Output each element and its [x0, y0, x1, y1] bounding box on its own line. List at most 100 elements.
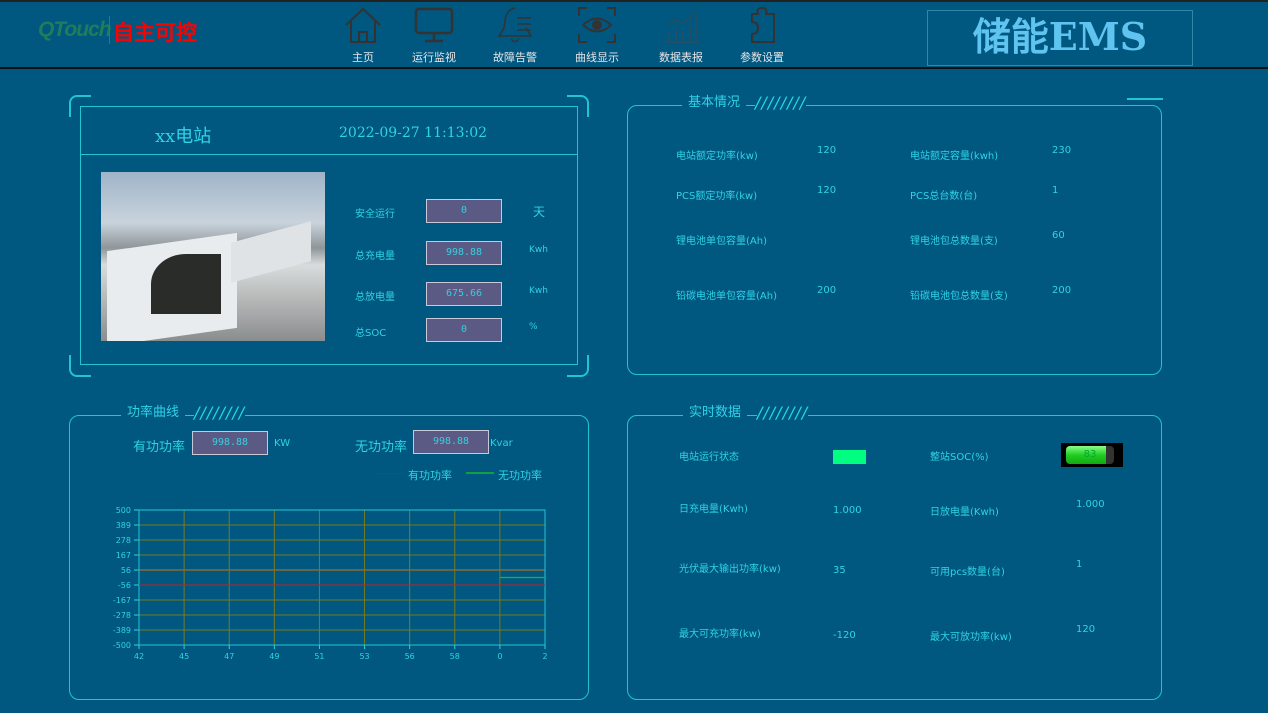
basic-item-value: 120 — [817, 185, 837, 196]
realtime-title: 实时数据 — [683, 401, 748, 420]
monitor-icon — [414, 7, 454, 43]
realtime-item-label: 日充电量(Kwh) — [679, 504, 748, 515]
nav-label: 数据表报 — [659, 51, 703, 64]
soc-value: 83 — [1083, 449, 1097, 460]
realtime-item-value: 35 — [833, 565, 846, 576]
title-decoration: //////// — [755, 93, 807, 112]
reactive-power-unit: Kvar — [490, 438, 513, 449]
nav-alarm[interactable]: 故障告警 — [480, 6, 550, 65]
basic-title: 基本情况 — [682, 91, 747, 110]
y-tick-label: -278 — [113, 611, 131, 620]
divider — [80, 154, 578, 155]
realtime-item-value: 1 — [1076, 559, 1083, 570]
x-tick-label: 51 — [314, 652, 324, 661]
basic-item-value: 60 — [1052, 230, 1065, 241]
y-tick-label: 56 — [121, 566, 131, 575]
basic-item-label: 铅碳电池单包容量(Ah) — [676, 291, 777, 302]
station-row-unit: % — [529, 322, 538, 332]
corner-decoration — [567, 95, 589, 117]
basic-item-label: PCS总台数(台) — [910, 191, 978, 202]
x-tick-label: 47 — [224, 652, 234, 661]
station-row-value: 998.88 — [426, 241, 502, 265]
station-row-value: 675.66 — [426, 282, 502, 306]
station-row-unit: Kwh — [529, 245, 548, 255]
status-indicator — [833, 450, 866, 464]
x-tick-label: 2 — [542, 652, 547, 661]
plot-border — [138, 509, 546, 646]
nav-label: 曲线显示 — [575, 51, 619, 64]
basic-info-panel: 基本情况 //////// 电站额定功率(kw) 120 电站额定容量(kwh) 23… — [627, 91, 1163, 375]
logo-tag: 自主可控 — [113, 22, 197, 45]
realtime-item-value: 1.000 — [1076, 499, 1105, 510]
realtime-item-value: 1.000 — [833, 505, 862, 516]
y-tick-label: 167 — [116, 551, 131, 560]
soc-label: 整站SOC(%) — [930, 452, 989, 463]
logo-brand: QTouch — [38, 18, 112, 41]
nav-settings[interactable]: 参数设置 — [727, 6, 797, 65]
station-row-unit: Kwh — [529, 286, 548, 296]
realtime-item-label: 最大可充功率(kw) — [679, 629, 761, 640]
basic-item-value: 1 — [1052, 185, 1059, 196]
app-title: 储能EMS — [927, 10, 1193, 66]
y-tick-label: 389 — [116, 521, 131, 530]
reactive-power-label: 无功功率 — [355, 440, 408, 455]
eye-icon — [578, 7, 616, 43]
station-name: xx电站 — [155, 126, 212, 147]
corner-decoration — [567, 355, 589, 377]
x-tick-label: 53 — [359, 652, 369, 661]
basic-item-label: 电站额定功率(kw) — [676, 151, 758, 162]
nav-label: 参数设置 — [740, 51, 784, 64]
basic-item-value: 200 — [1052, 285, 1072, 296]
station-row-value: 0 — [426, 199, 502, 223]
station-row-label: 总SOC — [355, 328, 387, 339]
active-power-value: 998.88 — [192, 431, 268, 455]
chart-icon — [665, 11, 699, 43]
y-tick-label: 278 — [116, 536, 131, 545]
realtime-item-label: 最大可放功率(kw) — [930, 632, 1012, 643]
x-tick-label: 42 — [134, 652, 144, 661]
puzzle-icon — [751, 6, 775, 43]
basic-item-label: 锂电池包总数量(支) — [910, 236, 998, 247]
nav-label: 运行监视 — [412, 51, 456, 64]
nav-curve[interactable]: 曲线显示 — [562, 6, 632, 65]
basic-item-label: 铅碳电池包总数量(支) — [910, 291, 1008, 302]
active-power-label: 有功功率 — [133, 440, 186, 455]
station-row-label: 总充电量 — [355, 251, 395, 262]
nav-home[interactable]: 主页 — [328, 6, 398, 65]
station-row-value: 0 — [426, 318, 502, 342]
realtime-frame — [627, 415, 1162, 700]
legend-active: 有功功率 — [408, 469, 452, 482]
realtime-panel: 实时数据 //////// 电站运行状态 整站SOC(%) 83 日充电量(Kw… — [627, 401, 1162, 700]
title-decoration: //////// — [757, 403, 809, 422]
station-frame — [80, 106, 578, 365]
y-tick-label: 500 — [116, 506, 131, 515]
bell-icon — [497, 7, 533, 43]
active-power-unit: KW — [274, 438, 291, 449]
station-row-unit: 天 — [533, 205, 546, 219]
status-label: 电站运行状态 — [679, 452, 739, 463]
x-tick-label: 49 — [269, 652, 279, 661]
legend-reactive: 无功功率 — [498, 469, 542, 482]
realtime-item-value: -120 — [833, 630, 856, 641]
basic-item-label: PCS额定功率(kw) — [676, 191, 758, 202]
basic-item-label: 锂电池单包容量(Ah) — [676, 236, 767, 247]
home-icon — [345, 7, 381, 43]
x-tick-label: 56 — [405, 652, 415, 661]
nav-report[interactable]: 数据表报 — [646, 6, 716, 65]
corner-decoration — [69, 95, 91, 117]
reactive-power-value: 998.88 — [413, 430, 489, 454]
station-row-label: 安全运行 — [355, 209, 395, 220]
station-row-label: 总放电量 — [355, 292, 395, 303]
realtime-item-label: 光伏最大输出功率(kw) — [679, 564, 781, 575]
basic-item-value: 200 — [817, 285, 837, 296]
nav-monitor[interactable]: 运行监视 — [399, 6, 469, 65]
top-bar: QTouch 自主可控 主页 运行监视 故障告警 曲线显示 数据表报 参数设置 … — [0, 0, 1268, 69]
legend-swatch-active — [376, 473, 404, 474]
legend-swatch-reactive — [466, 472, 494, 474]
realtime-item-label: 可用pcs数量(台) — [930, 567, 1005, 578]
basic-item-label: 电站额定容量(kwh) — [910, 151, 999, 162]
realtime-item-value: 120 — [1076, 624, 1096, 635]
station-datetime: 2022-09-27 11:13:02 — [339, 125, 488, 141]
x-tick-label: 58 — [450, 652, 460, 661]
